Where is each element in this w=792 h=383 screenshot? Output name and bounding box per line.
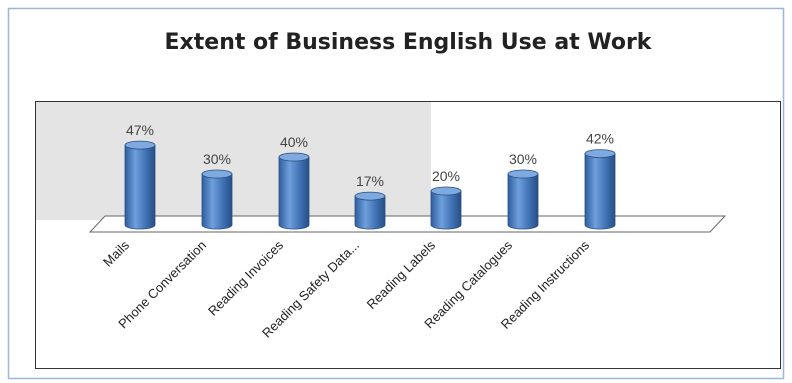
data-label-3: 40%: [280, 134, 308, 150]
bar-top: [430, 186, 462, 196]
bar-top: [584, 149, 616, 159]
chart-floor: [88, 215, 727, 233]
bar-body: [354, 195, 386, 230]
bar-2: [201, 169, 233, 230]
plot-area: [35, 101, 781, 369]
bar-7: [584, 149, 616, 230]
bar-body: [201, 173, 233, 230]
bar-top: [507, 169, 539, 179]
bar-3: [278, 152, 310, 230]
data-label-6: 30%: [509, 151, 537, 167]
bar-1: [124, 140, 156, 230]
chart-title: Extent of Business English Use at Work: [165, 30, 653, 55]
bar-top: [278, 152, 310, 162]
bar-top: [124, 140, 156, 150]
bars-layer: [124, 140, 616, 230]
bar-4: [354, 191, 386, 230]
bar-top: [354, 191, 386, 201]
data-label-2: 30%: [203, 151, 231, 167]
bar-5: [430, 186, 462, 230]
bar-top: [201, 169, 233, 179]
labels-layer: 47% 30% 40% 17% 20% 30% 42%: [126, 122, 614, 189]
bar-body: [507, 173, 539, 230]
bar-body: [584, 153, 616, 230]
data-label-5: 20%: [432, 168, 460, 184]
data-label-4: 17%: [356, 173, 384, 189]
data-label-7: 42%: [586, 131, 614, 147]
bar-body: [430, 190, 462, 230]
data-label-1: 47%: [126, 122, 154, 138]
bar-body: [278, 156, 310, 230]
bar-body: [124, 144, 156, 230]
bar-6: [507, 169, 539, 230]
